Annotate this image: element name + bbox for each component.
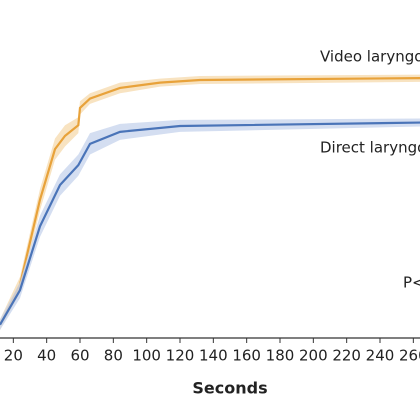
- x-tick-label: 260: [399, 347, 420, 365]
- x-tick-label: 140: [199, 347, 228, 365]
- x-tick-label: 200: [299, 347, 328, 365]
- x-tick-label: 160: [232, 347, 261, 365]
- x-tick-label: 100: [132, 347, 161, 365]
- series-label: Video laryngo: [320, 48, 420, 66]
- series-label: Direct laryngo: [320, 139, 420, 157]
- line: [0, 121, 420, 326]
- x-axis-title: Seconds: [192, 379, 267, 398]
- x-tick-label: 120: [166, 347, 195, 365]
- x-tick-label: 240: [366, 347, 395, 365]
- annotation: P<: [403, 274, 420, 292]
- x-tick-label: 60: [70, 347, 89, 365]
- x-tick-label: 20: [4, 347, 23, 365]
- line: [0, 77, 420, 326]
- x-tick-label: 40: [37, 347, 56, 365]
- x-tick-label: 80: [104, 347, 123, 365]
- x-tick-label: 180: [266, 347, 295, 365]
- x-tick-label: 220: [332, 347, 361, 365]
- confidence-band: [0, 74, 420, 331]
